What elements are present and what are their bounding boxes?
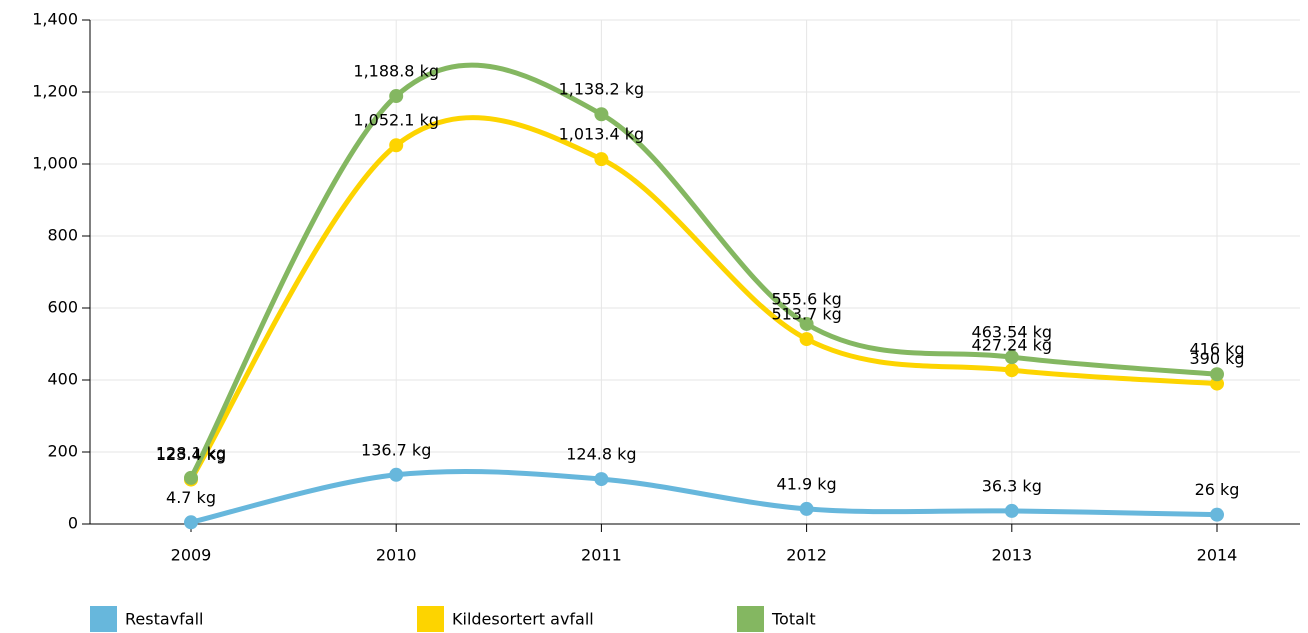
data-point xyxy=(799,332,814,347)
data-label: 416 kg xyxy=(1189,340,1244,359)
data-point xyxy=(184,515,198,530)
y-tick-label: 200 xyxy=(47,442,78,461)
data-point xyxy=(389,138,404,153)
data-label: 36.3 kg xyxy=(982,476,1042,495)
data-point xyxy=(594,152,609,167)
x-tick-label: 2010 xyxy=(376,546,417,565)
series-line xyxy=(188,62,1218,480)
legend-swatch xyxy=(737,606,764,632)
legend-label: Totalt xyxy=(771,610,816,629)
y-tick-label: 1,000 xyxy=(32,154,78,173)
data-point xyxy=(1004,350,1019,365)
data-label: 1,138.2 kg xyxy=(559,80,645,99)
data-point xyxy=(1210,507,1224,522)
data-point xyxy=(1004,363,1019,378)
x-tick-label: 2009 xyxy=(171,546,212,565)
data-label: 123.4 kg xyxy=(156,445,226,464)
series-line xyxy=(188,115,1218,481)
data-label: 555.6 kg xyxy=(771,289,841,308)
data-label: 124.8 kg xyxy=(566,445,636,464)
data-point xyxy=(1210,367,1224,382)
data-label: 1,013.4 kg xyxy=(559,125,645,144)
data-point xyxy=(389,467,404,482)
y-tick-label: 600 xyxy=(47,298,78,317)
data-label: 4.7 kg xyxy=(166,488,216,507)
y-tick-label: 1,200 xyxy=(32,82,78,101)
x-tick-label: 2013 xyxy=(991,546,1032,565)
data-label: 128.1 kg xyxy=(156,443,226,462)
y-tick-label: 1,400 xyxy=(32,10,78,29)
data-label: 26 kg xyxy=(1195,480,1240,499)
data-label: 513.7 kg xyxy=(771,305,841,324)
data-label: 1,052.1 kg xyxy=(353,111,439,130)
data-label: 41.9 kg xyxy=(777,474,837,493)
y-tick-label: 800 xyxy=(47,226,78,245)
y-tick-label: 400 xyxy=(47,370,78,389)
data-point xyxy=(799,501,814,516)
data-label: 136.7 kg xyxy=(361,440,431,459)
x-tick-label: 2011 xyxy=(581,546,622,565)
data-label: 427.24 kg xyxy=(972,336,1053,355)
x-tick-label: 2012 xyxy=(786,546,827,565)
data-point xyxy=(184,470,198,485)
legend-swatch xyxy=(90,606,117,632)
data-label: 1,188.8 kg xyxy=(353,62,439,81)
legend-swatch xyxy=(417,606,444,632)
data-point xyxy=(594,107,609,122)
data-point xyxy=(594,472,609,487)
data-point xyxy=(799,316,814,331)
series-line xyxy=(190,468,1218,525)
legend-label: Restavfall xyxy=(125,610,203,629)
data-label: 463.54 kg xyxy=(972,323,1053,342)
data-label: 390 kg xyxy=(1189,349,1244,368)
legend-label: Kildesortert avfall xyxy=(452,610,594,629)
y-tick-label: 0 xyxy=(68,514,78,533)
x-tick-label: 2014 xyxy=(1197,546,1238,565)
data-point xyxy=(1004,503,1019,518)
data-point xyxy=(389,89,404,104)
